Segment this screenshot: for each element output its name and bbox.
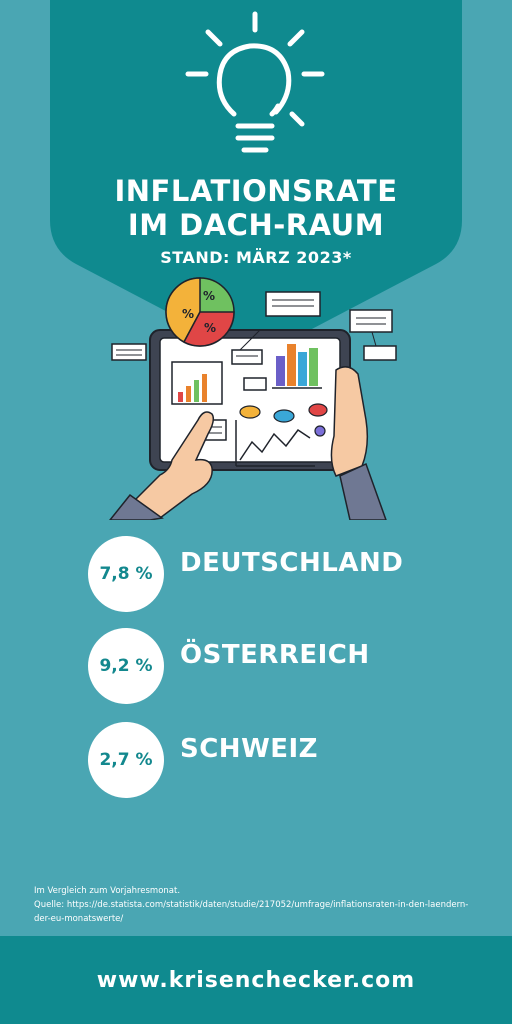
pie-label-1: % (182, 307, 194, 321)
tablet-analytics-illustration: % % % (109, 277, 397, 520)
header-background-shape (50, 0, 462, 343)
footer-bar: www.krisenchecker.com (0, 936, 512, 1024)
subtitle: STAND: MÄRZ 2023* (160, 248, 352, 267)
title-block: INFLATIONSRATE IM DACH-RAUM STAND: MÄRZ … (0, 174, 512, 267)
rate-circle-austria: 9,2 % (88, 628, 164, 704)
title-line-1: INFLATIONSRATE (114, 174, 398, 208)
pie-chart-graphic: % % % (165, 277, 235, 347)
bar-chart-graphic (272, 344, 322, 389)
stat-row-switzerland: 2,7 % SCHWEIZ (88, 722, 428, 798)
stat-row-austria: 9,2 % ÖSTERREICH (88, 628, 428, 704)
country-label-germany: DEUTSCHLAND (180, 548, 404, 578)
title-line-2: IM DACH-RAUM (127, 208, 385, 242)
pie-label-3: % (204, 321, 216, 335)
footnote-source: Quelle: https://de.statista.com/statisti… (34, 900, 469, 924)
footnote: Im Vergleich zum Vorjahresmonat. Quelle:… (34, 884, 484, 926)
footnote-comparison: Im Vergleich zum Vorjahresmonat. (34, 886, 181, 896)
rate-circle-switzerland: 2,7 % (88, 722, 164, 798)
stat-row-germany: 7,8 % DEUTSCHLAND (88, 536, 428, 612)
website-link[interactable]: www.krisenchecker.com (96, 967, 416, 993)
country-label-austria: ÖSTERREICH (180, 640, 370, 670)
country-label-switzerland: SCHWEIZ (180, 734, 319, 764)
lightbulb-icon (185, 11, 325, 153)
pie-label-2: % (203, 289, 215, 303)
rate-circle-germany: 7,8 % (88, 536, 164, 612)
